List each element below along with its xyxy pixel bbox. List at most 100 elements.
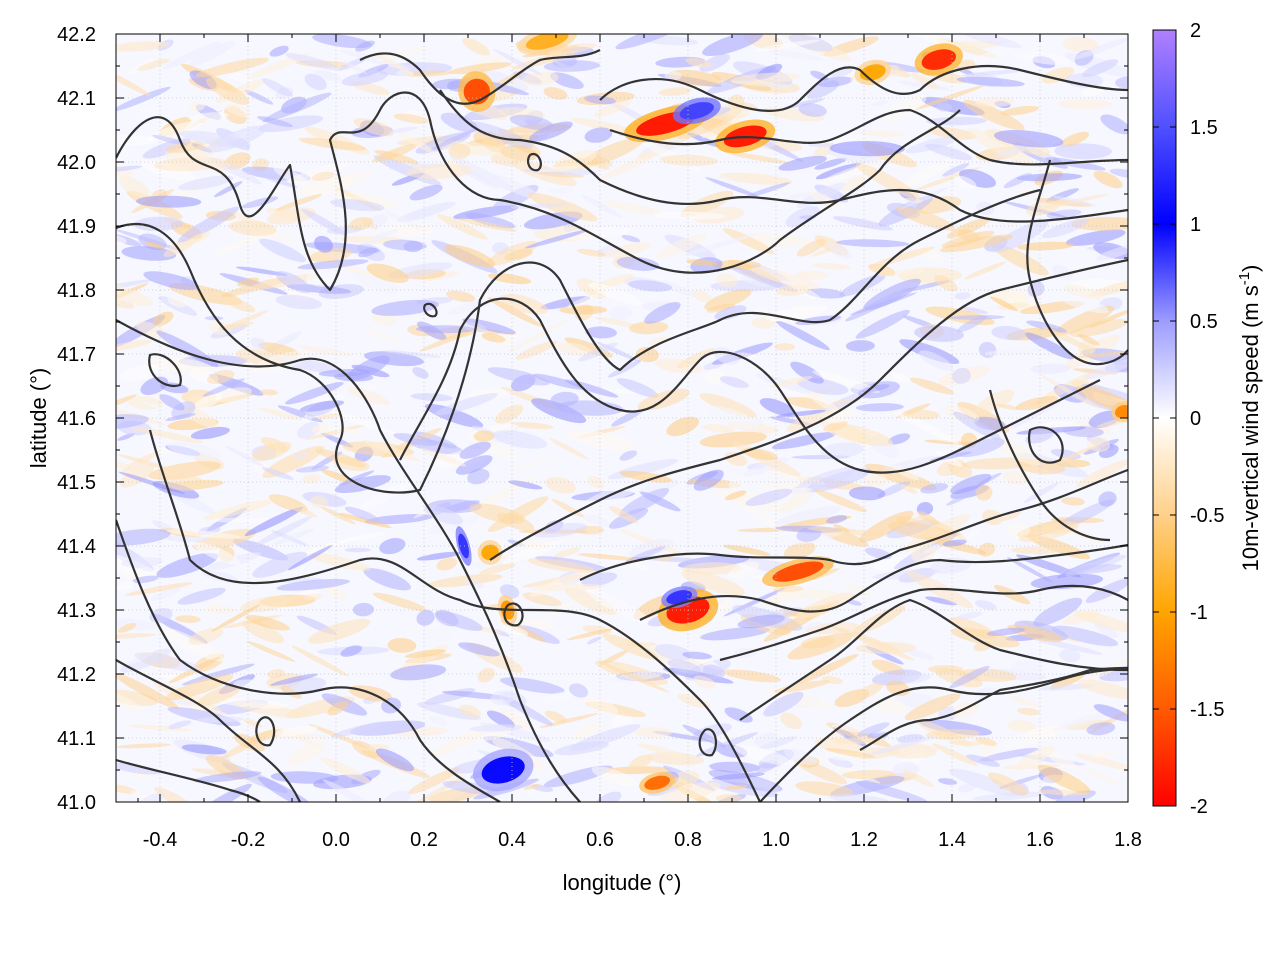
field-streak	[116, 235, 127, 244]
field-streak	[559, 226, 631, 241]
field-streak	[543, 60, 600, 72]
field-streak	[464, 578, 484, 589]
field-streak	[603, 200, 667, 216]
field-streak	[629, 321, 669, 335]
field-streak	[1025, 430, 1054, 444]
field-streak	[1093, 704, 1128, 722]
field-streak	[585, 326, 617, 339]
x-axis-label: longitude (°)	[563, 870, 682, 895]
field-streak	[701, 116, 742, 139]
field-streak	[989, 296, 1019, 312]
field-streak	[728, 265, 798, 293]
field-streak	[244, 506, 304, 536]
field-streak	[224, 103, 252, 118]
y-tick-label: 41.8	[57, 280, 96, 302]
field-streak	[1057, 99, 1113, 110]
field-streak	[251, 441, 292, 462]
field-streak	[371, 299, 439, 316]
field-streak	[487, 297, 542, 327]
field-streak	[759, 398, 795, 416]
field-streak	[524, 229, 588, 249]
field-streak	[447, 300, 493, 315]
field-streak	[175, 615, 201, 623]
field-streak	[509, 455, 557, 473]
field-hotspot	[772, 561, 824, 582]
field-streak	[460, 168, 499, 189]
field-streak	[845, 287, 911, 322]
field-streak	[482, 134, 506, 153]
field-streak	[479, 563, 516, 575]
field-streak	[1081, 85, 1105, 97]
field-streak	[759, 481, 800, 490]
field-streak	[1084, 358, 1128, 380]
field-streak	[235, 266, 288, 276]
field-streak	[162, 474, 206, 491]
field-streak	[330, 171, 374, 185]
field-streak	[548, 187, 574, 194]
field-streak	[1051, 625, 1119, 647]
field-streak	[871, 100, 888, 107]
field-streak	[258, 407, 302, 421]
field-streak	[774, 343, 795, 351]
field-streak	[827, 242, 852, 259]
field-streak	[448, 143, 471, 160]
field-streak	[531, 398, 587, 424]
field-streak	[776, 320, 830, 351]
colorbar-label: 10m-vertical wind speed (m s-1)	[1236, 265, 1263, 572]
field-streak	[285, 53, 339, 70]
field-streak	[568, 683, 589, 698]
field-streak	[158, 626, 225, 662]
field-streak	[145, 242, 165, 249]
field-streak	[577, 248, 607, 257]
field-streak	[986, 627, 1026, 636]
field-streak	[341, 61, 368, 74]
field-streak	[680, 190, 734, 218]
field-streak	[1062, 284, 1104, 300]
field-streak	[446, 290, 476, 302]
field-streak	[725, 784, 748, 790]
field-streak	[952, 367, 971, 384]
field-streak	[846, 599, 862, 606]
field-streak	[259, 389, 279, 396]
field-streak	[224, 445, 264, 467]
field-streak	[177, 206, 239, 243]
contour-line	[739, 598, 1128, 721]
field-streak	[745, 488, 793, 506]
colorbar-tick-label: 1	[1190, 214, 1201, 236]
field-streak	[304, 424, 366, 440]
field-streak	[193, 393, 222, 410]
field-streak	[833, 524, 850, 533]
field-streak	[429, 715, 447, 727]
field-streak	[869, 736, 936, 755]
field-streak	[601, 152, 658, 180]
field-streak	[349, 216, 374, 231]
field-streak	[724, 707, 753, 723]
field-streak	[275, 294, 322, 310]
y-tick-label: 41.5	[57, 472, 96, 494]
field-streak	[493, 48, 542, 76]
field-streak	[1082, 59, 1119, 77]
field-streak	[954, 438, 1005, 458]
field-streak	[1007, 556, 1053, 583]
field-streak	[795, 781, 853, 797]
field-streak	[469, 503, 526, 524]
field-streak	[116, 165, 143, 173]
colorbar-tick-label: -0.5	[1190, 505, 1224, 527]
field-streak	[420, 448, 467, 467]
field-streak	[855, 403, 904, 412]
x-tick-label: -0.2	[231, 829, 265, 851]
field-streak	[228, 220, 277, 236]
field-streak	[393, 113, 429, 124]
field-streak	[972, 791, 1047, 801]
field-streak	[628, 280, 673, 292]
field-streak	[393, 433, 438, 447]
field-streak	[855, 309, 910, 339]
field-streak	[780, 712, 802, 730]
field-hotspot	[921, 49, 956, 70]
field-streak	[823, 420, 848, 432]
field-streak	[682, 651, 712, 660]
field-streak	[979, 747, 1039, 762]
field-streak	[963, 99, 1025, 131]
field-streak	[297, 345, 353, 357]
field-streak	[322, 584, 348, 601]
